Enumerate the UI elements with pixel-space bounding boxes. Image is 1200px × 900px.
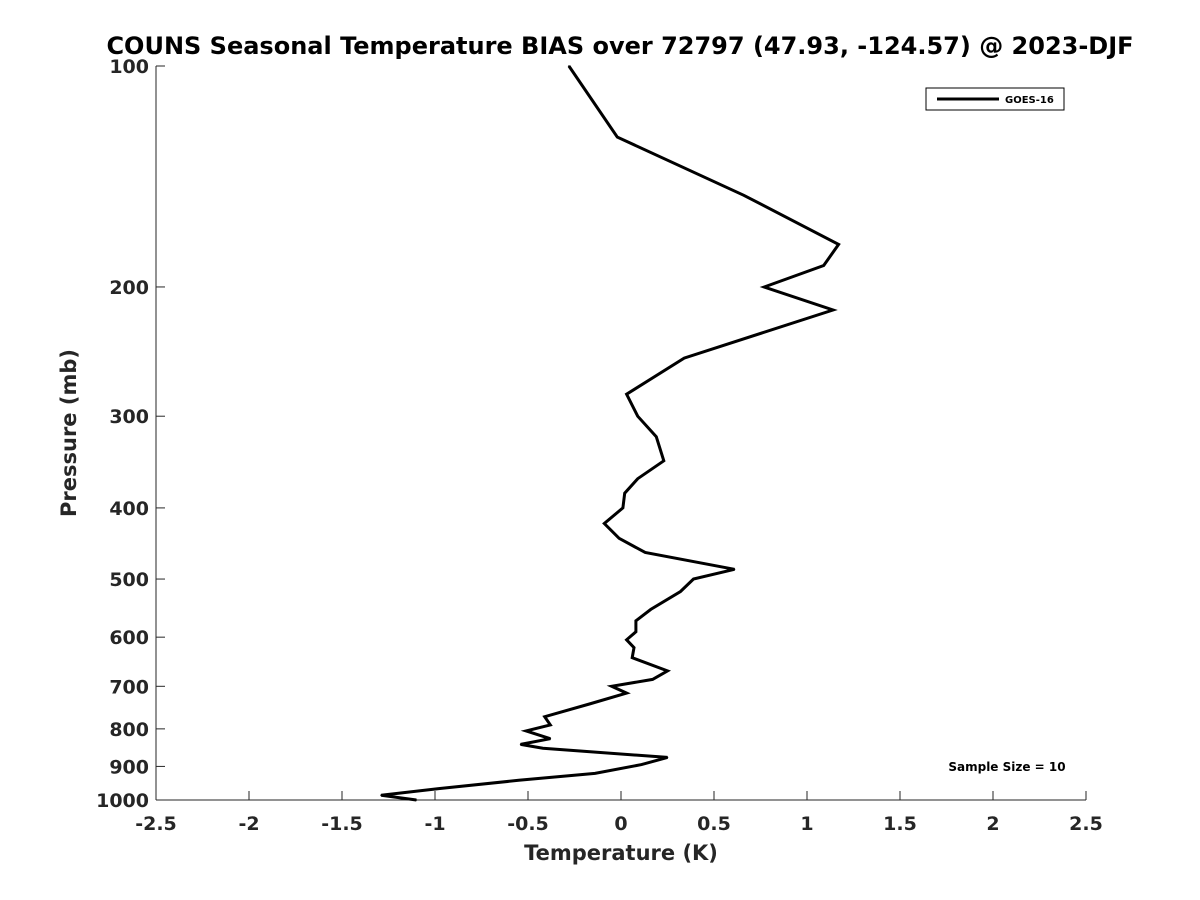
x-tick-label: 1 — [800, 813, 813, 835]
data-point — [640, 763, 643, 766]
x-axis-label: Temperature (K) — [524, 841, 718, 865]
data-point — [635, 620, 637, 622]
data-point — [666, 756, 669, 759]
x-tick-label: 2 — [986, 813, 999, 835]
y-tick-label: 1000 — [96, 790, 149, 812]
data-point — [594, 772, 596, 775]
data-point — [623, 492, 626, 495]
y-tick-label: 300 — [109, 406, 149, 428]
data-point — [743, 194, 745, 197]
data-point — [655, 436, 658, 438]
legend: GOES-16 — [925, 87, 1065, 111]
data-point — [679, 590, 682, 593]
data-point — [633, 646, 635, 649]
x-tick-label: -2 — [238, 813, 259, 835]
y-tick-label: 100 — [109, 56, 149, 78]
data-point — [636, 415, 639, 418]
data-point — [549, 724, 552, 726]
data-point — [525, 730, 527, 732]
data-point — [666, 670, 669, 672]
data-point — [625, 639, 628, 641]
data-point — [610, 685, 613, 688]
x-tick-label: 1.5 — [883, 813, 917, 835]
data-point — [415, 799, 418, 801]
data-point — [380, 794, 382, 796]
y-tick-label: 400 — [109, 498, 149, 520]
series-group — [380, 65, 841, 802]
x-tick-label: 0 — [614, 813, 627, 835]
y-tick-label: 900 — [109, 756, 149, 778]
y-axis-label: Pressure (mb) — [57, 349, 81, 517]
data-point — [603, 522, 606, 525]
data-point — [644, 551, 646, 554]
data-point — [650, 608, 652, 611]
data-point — [832, 309, 834, 311]
y-tick-label: 500 — [109, 569, 149, 591]
data-point — [622, 507, 624, 509]
sample-size-annotation: Sample Size = 10 — [948, 760, 1065, 774]
data-point — [635, 631, 637, 633]
data-point — [651, 678, 654, 681]
data-point — [822, 264, 825, 267]
x-tick-label: -0.5 — [507, 813, 549, 835]
y-tick-label: 700 — [109, 676, 149, 698]
data-point — [618, 537, 620, 540]
data-point — [631, 656, 633, 659]
data-point — [437, 787, 440, 790]
x-tick-label: -1.5 — [321, 813, 363, 835]
x-axis-ticks: -2.5 -2 -1.5 -1 -0.5 0 0.5 1 1.5 2 2.5 — [135, 791, 1103, 835]
y-tick-label: 800 — [109, 719, 149, 741]
x-tick-label: -2.5 — [135, 813, 177, 835]
data-point — [543, 715, 546, 718]
data-point — [519, 743, 522, 746]
chart-title: COUNS Seasonal Temperature BIAS over 727… — [106, 32, 1133, 60]
data-point — [692, 578, 695, 580]
y-tick-label: 200 — [109, 277, 149, 299]
x-tick-label: -1 — [424, 813, 445, 835]
data-point — [733, 568, 736, 571]
data-point — [588, 703, 591, 705]
data-point — [625, 692, 628, 694]
y-axis-ticks: 100 200 300 400 500 600 700 800 900 1000 — [96, 56, 165, 812]
data-point — [636, 477, 639, 480]
data-point — [837, 243, 840, 246]
data-point — [517, 779, 520, 782]
data-point — [568, 65, 570, 67]
data-point — [616, 136, 619, 138]
y-tick-label: 600 — [109, 627, 149, 649]
data-point — [625, 393, 628, 396]
data-point — [663, 460, 665, 462]
data-point — [542, 747, 544, 749]
data-point — [549, 737, 552, 740]
series-line-goes-16 — [380, 65, 841, 802]
data-point — [763, 286, 765, 288]
data-point — [683, 357, 685, 359]
x-tick-label: 2.5 — [1069, 813, 1103, 835]
x-tick-label: 0.5 — [697, 813, 731, 835]
legend-label: GOES-16 — [1005, 95, 1054, 106]
